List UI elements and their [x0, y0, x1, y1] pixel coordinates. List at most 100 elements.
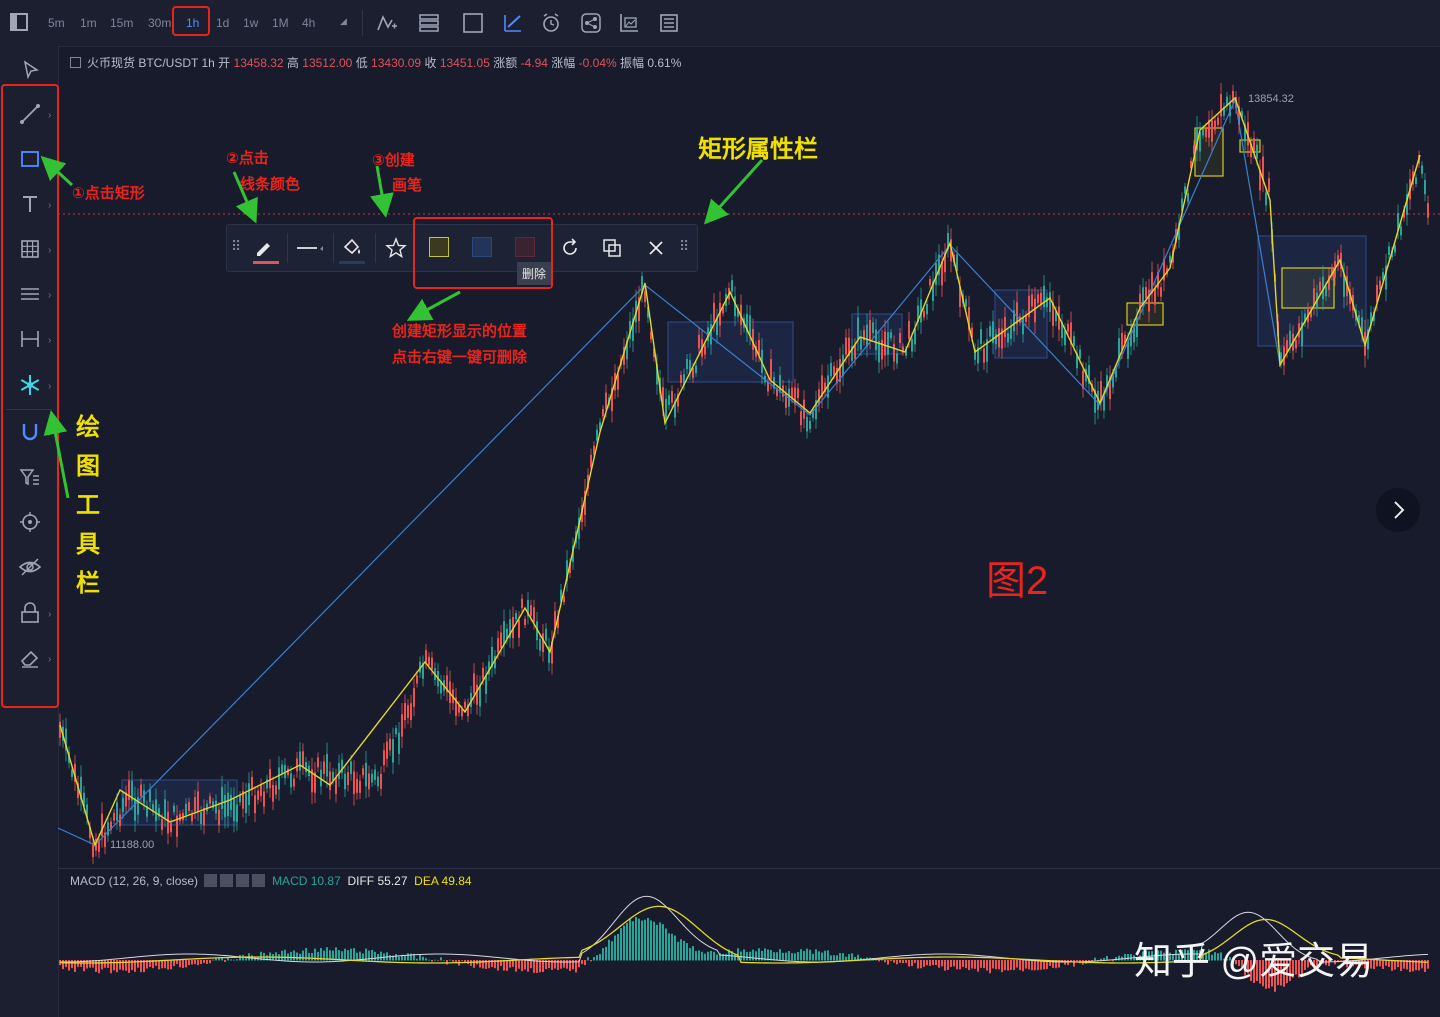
candle-body — [914, 328, 916, 345]
macd-bar — [425, 958, 427, 961]
timeframe-30m[interactable]: 30m — [148, 16, 172, 30]
timeframe-4h[interactable]: 4h — [302, 16, 316, 30]
timeframe-5m[interactable]: 5m — [48, 16, 65, 30]
fullscreen-icon[interactable] — [462, 12, 484, 34]
candle-body — [179, 813, 181, 821]
fill-icon[interactable] — [341, 237, 363, 259]
refresh-icon[interactable] — [559, 237, 581, 259]
macd-bar — [878, 960, 880, 962]
more-timeframes-icon[interactable]: ◢ — [340, 16, 347, 26]
layout-rows-icon[interactable] — [418, 12, 440, 34]
macd-bar — [839, 953, 841, 961]
timeframe-1M[interactable]: 1M — [272, 16, 289, 30]
color-swatch-red[interactable] — [515, 237, 535, 257]
macd-bar — [296, 952, 298, 961]
macd-bar — [1049, 960, 1051, 966]
snapshot-icon[interactable] — [618, 12, 640, 34]
measure-icon[interactable] — [18, 327, 42, 351]
annotation-char: 具 — [76, 531, 100, 558]
candle-body — [1130, 328, 1132, 347]
timeframe-1w[interactable]: 1w — [243, 16, 259, 30]
filter-icon[interactable] — [18, 465, 42, 489]
candle-body — [1121, 332, 1123, 351]
collapse-icon[interactable] — [70, 57, 81, 68]
macd-source-icon[interactable] — [236, 874, 250, 887]
candle-body — [482, 667, 484, 680]
macd-bar — [191, 960, 193, 965]
alarm-icon[interactable] — [540, 12, 562, 34]
dea-label: DEA — [414, 874, 439, 888]
candle-body — [401, 714, 403, 737]
candle-body — [365, 762, 367, 787]
color-swatch-yellow[interactable] — [429, 237, 449, 257]
macd-bar — [587, 957, 589, 961]
macd-settings-icon[interactable] — [220, 874, 234, 887]
macd-bar — [1271, 960, 1273, 987]
macd-bar — [395, 954, 397, 961]
timeframe-1h[interactable]: 1h — [186, 16, 200, 30]
drag-handle-right-icon[interactable]: ⠿ — [679, 238, 690, 254]
macd-bar — [719, 953, 721, 961]
macd-hide-icon[interactable] — [204, 874, 218, 887]
eraser-icon[interactable] — [18, 646, 42, 670]
macd-bar — [932, 960, 934, 966]
macd-bar — [1253, 960, 1255, 983]
macd-bar — [1355, 960, 1357, 965]
macd-bar — [536, 960, 538, 973]
pen-icon[interactable] — [253, 237, 275, 259]
candle-body — [263, 791, 265, 807]
eye-icon[interactable] — [18, 555, 42, 579]
candle-body — [791, 387, 793, 399]
macd-bar — [548, 960, 550, 969]
candle-body — [350, 761, 352, 775]
timeframe-1d[interactable]: 1d — [216, 16, 230, 30]
timeframe-1m[interactable]: 1m — [80, 16, 97, 30]
grid-icon[interactable] — [18, 237, 42, 261]
candle-body — [1280, 352, 1282, 364]
star-icon[interactable] — [385, 237, 407, 259]
drag-handle-icon[interactable]: ⠿ — [231, 238, 242, 254]
news-icon[interactable] — [658, 12, 680, 34]
candle-body — [494, 656, 496, 669]
macd-bar — [614, 935, 616, 961]
macd-bar — [1244, 960, 1246, 976]
macd-bar — [1136, 957, 1138, 961]
macd-bar — [1043, 960, 1045, 970]
close-icon[interactable] — [645, 237, 667, 259]
magnet-icon[interactable] — [18, 420, 42, 444]
copy-icon[interactable] — [601, 237, 623, 259]
macd-remove-icon[interactable] — [252, 874, 266, 887]
candle-body — [281, 764, 283, 774]
indicator-icon[interactable] — [376, 12, 398, 34]
macd-bar — [266, 955, 268, 961]
macd-bar — [983, 960, 985, 969]
candle-body — [341, 759, 343, 773]
share-icon[interactable] — [580, 12, 602, 34]
lock-icon[interactable] — [18, 601, 42, 625]
macd-bar — [293, 950, 295, 961]
snowflake-icon[interactable] — [18, 373, 42, 397]
candle-body — [275, 785, 277, 795]
scroll-right-button[interactable] — [1376, 488, 1420, 532]
drawing-mode-icon[interactable] — [502, 12, 524, 34]
macd-bar — [992, 960, 994, 969]
line-style-icon[interactable] — [295, 237, 325, 259]
macd-bar — [995, 960, 997, 970]
crosshair-icon[interactable] — [18, 510, 42, 534]
macd-bar — [209, 960, 211, 964]
candle-body — [1388, 246, 1390, 256]
layout-toggle-icon[interactable] — [10, 13, 28, 31]
trendline-icon[interactable] — [18, 102, 42, 126]
text-icon[interactable] — [18, 192, 42, 216]
color-swatch-blue[interactable] — [472, 237, 492, 257]
rectangle-icon[interactable] — [18, 147, 42, 171]
candle-body — [146, 805, 148, 817]
macd-bar — [1346, 960, 1348, 968]
macd-dea-line — [59, 905, 1429, 964]
timeframe-15m[interactable]: 15m — [110, 16, 134, 30]
fib-icon[interactable] — [18, 282, 42, 306]
macd-bar — [596, 955, 598, 961]
exchange-pair: 火币现货 BTC/USDT 1h — [87, 56, 215, 70]
cursor-icon[interactable] — [18, 58, 42, 82]
